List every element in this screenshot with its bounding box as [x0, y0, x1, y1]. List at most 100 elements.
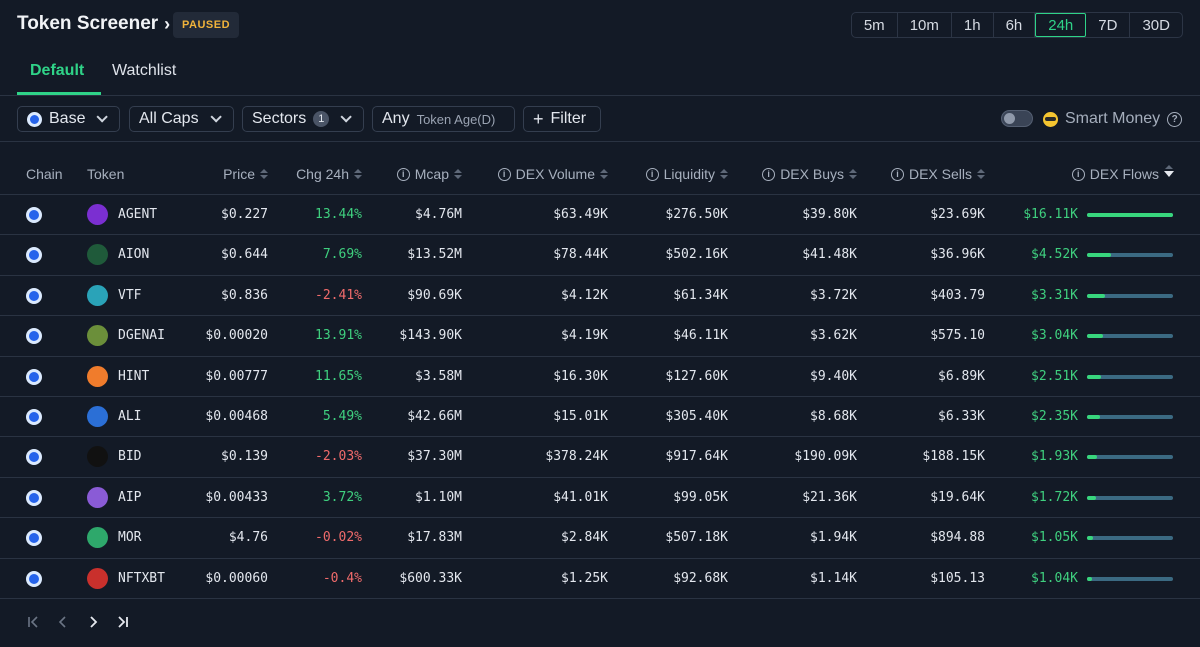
cell-chg: 13.91%: [315, 328, 362, 344]
cell-dex-flows: $1.72K: [1031, 489, 1078, 505]
base-chain-icon: [26, 449, 42, 466]
token-name[interactable]: VTF: [118, 287, 142, 303]
table-row[interactable]: AIP $0.00433 3.72% $1.10M $41.01K $99.05K $21.…: [0, 478, 1200, 519]
info-icon: i: [396, 167, 410, 181]
cell-dex-sells: $188.15K: [922, 449, 985, 465]
col-chg-24h[interactable]: Chg 24h: [296, 166, 362, 182]
bid-token-icon: [87, 446, 108, 468]
plus-icon: +: [533, 109, 544, 129]
col-dex-flows[interactable]: i DEX Flows: [1071, 165, 1174, 182]
table-row[interactable]: NFTXBT $0.00060 -0.4% $600.33K $1.25K $92.68K…: [0, 559, 1200, 599]
cell-price: $0.00433: [205, 489, 268, 505]
table-row[interactable]: ALI $0.00468 5.49% $42.66M $15.01K $305.40K $8…: [0, 397, 1200, 438]
caps-select[interactable]: All Caps: [129, 106, 234, 132]
flow-bar-fill: [1087, 334, 1103, 339]
agent-token-icon: [87, 204, 108, 225]
cell-dex-buys: $3.72K: [810, 287, 857, 303]
tab-default[interactable]: Default: [30, 62, 85, 79]
token-name[interactable]: ALI: [118, 408, 142, 424]
chain-select[interactable]: Base: [17, 106, 120, 132]
chevron-right-icon: ›: [164, 13, 171, 34]
cell-dex-flows: $3.31K: [1031, 287, 1078, 303]
first-page-icon[interactable]: [26, 614, 40, 630]
cell-dex-buys: $9.40K: [810, 368, 857, 384]
timeframe-5m[interactable]: 5m: [852, 13, 898, 37]
cell-chg: -2.03%: [315, 449, 362, 465]
smart-money-toggle[interactable]: [1001, 110, 1033, 127]
col-liquidity-label: Liquidity: [663, 166, 715, 182]
last-page-icon[interactable]: [116, 614, 130, 630]
timeframe-24h[interactable]: 24h: [1035, 13, 1087, 37]
timeframe-1h[interactable]: 1h: [952, 13, 994, 37]
base-chain-icon: [26, 368, 42, 385]
table-row[interactable]: BID $0.139 -2.03% $37.30M $378.24K $917.64K $1…: [0, 437, 1200, 478]
col-mcap[interactable]: i Mcap: [396, 166, 462, 182]
cell-dex-buys: $1.94K: [810, 530, 857, 546]
cell-dex-sells: $6.33K: [938, 408, 985, 424]
col-dex-sells[interactable]: i DEX Sells: [890, 166, 985, 182]
cell-chg: -0.02%: [315, 530, 362, 546]
col-chain-label: Chain: [26, 166, 63, 182]
cell-mcap: $42.66M: [407, 408, 462, 424]
cell-liquidity: $127.60K: [665, 368, 728, 384]
token-name[interactable]: MOR: [118, 530, 142, 546]
token-name[interactable]: AION: [118, 247, 150, 263]
caps-select-label: All Caps: [139, 110, 199, 127]
token-name[interactable]: AGENT: [118, 207, 158, 222]
cell-dex-volume: $4.19K: [561, 328, 608, 344]
timeframe-7d[interactable]: 7D: [1086, 13, 1131, 37]
info-icon: i: [890, 167, 904, 181]
cell-chg: 11.65%: [315, 368, 362, 384]
cell-dex-sells: $403.79: [930, 287, 985, 303]
token-age-select[interactable]: Any Token Age(D): [372, 106, 515, 132]
timeframe-10m[interactable]: 10m: [898, 13, 952, 37]
sectors-select[interactable]: Sectors 1: [242, 106, 364, 132]
timeframe-6h[interactable]: 6h: [994, 13, 1036, 37]
sectors-select-label: Sectors: [252, 110, 307, 127]
cell-dex-sells: $105.13: [930, 570, 985, 586]
col-dex-sells-label: DEX Sells: [908, 166, 972, 182]
page-title[interactable]: Token Screener ›: [17, 13, 170, 35]
filter-bar: Base All Caps Sectors 1 Any Token Age(D)…: [0, 96, 1200, 142]
cell-chg: -2.41%: [315, 287, 362, 303]
token-name[interactable]: NFTXBT: [118, 570, 165, 586]
base-chain-icon: [26, 408, 42, 425]
sort-icon: [720, 169, 728, 179]
base-chain-icon: [26, 207, 42, 223]
token-name[interactable]: AIP: [118, 489, 142, 505]
prev-page-icon[interactable]: [56, 614, 70, 630]
cell-dex-sells: $36.96K: [930, 247, 985, 263]
flow-bar: [1087, 576, 1173, 581]
flow-bar-fill: [1087, 374, 1101, 379]
next-page-icon[interactable]: [86, 614, 100, 630]
col-price[interactable]: Price: [223, 166, 268, 182]
cell-dex-buys: $1.14K: [810, 570, 857, 586]
sectors-count-badge: 1: [313, 111, 330, 127]
table-row[interactable]: MOR $4.76 -0.02% $17.83M $2.84K $507.18K $1.94…: [0, 518, 1200, 559]
sort-icon: [600, 169, 608, 179]
table-row[interactable]: AGENT $0.227 13.44% $4.76M $63.49K $276.50K $3…: [0, 195, 1200, 236]
help-icon[interactable]: ?: [1167, 111, 1183, 127]
cell-liquidity: $502.16K: [665, 247, 728, 263]
token-name[interactable]: DGENAI: [118, 328, 165, 344]
cell-dex-volume: $15.01K: [553, 408, 608, 424]
cell-dex-buys: $39.80K: [802, 207, 857, 222]
tab-watchlist[interactable]: Watchlist: [112, 62, 177, 79]
table-row[interactable]: AION $0.644 7.69% $13.52M $78.44K $502.16K $41…: [0, 235, 1200, 276]
cell-chg: 5.49%: [322, 408, 362, 424]
timeframe-selector: 5m 10m 1h 6h 24h 7D 30D: [850, 12, 1183, 38]
cell-dex-flows: $4.52K: [1031, 247, 1078, 263]
filter-button[interactable]: + Filter: [523, 106, 601, 132]
cell-dex-volume: $4.12K: [561, 287, 608, 303]
col-liquidity[interactable]: i Liquidity: [645, 166, 728, 182]
token-name[interactable]: BID: [118, 449, 142, 465]
table-row[interactable]: HINT $0.00777 11.65% $3.58M $16.30K $127.60K $…: [0, 357, 1200, 397]
timeframe-30d[interactable]: 30D: [1142, 16, 1170, 34]
table-row[interactable]: DGENAI $0.00020 13.91% $143.90K $4.19K $46.11…: [0, 316, 1200, 357]
col-dex-volume[interactable]: i DEX Volume: [497, 166, 608, 182]
cell-dex-sells: $894.88: [930, 530, 985, 546]
token-name[interactable]: HINT: [118, 368, 150, 384]
cell-dex-volume: $2.84K: [561, 530, 608, 546]
table-row[interactable]: VTF $0.836 -2.41% $90.69K $4.12K $61.34K $3.72…: [0, 276, 1200, 317]
col-dex-buys[interactable]: i DEX Buys: [762, 166, 857, 182]
